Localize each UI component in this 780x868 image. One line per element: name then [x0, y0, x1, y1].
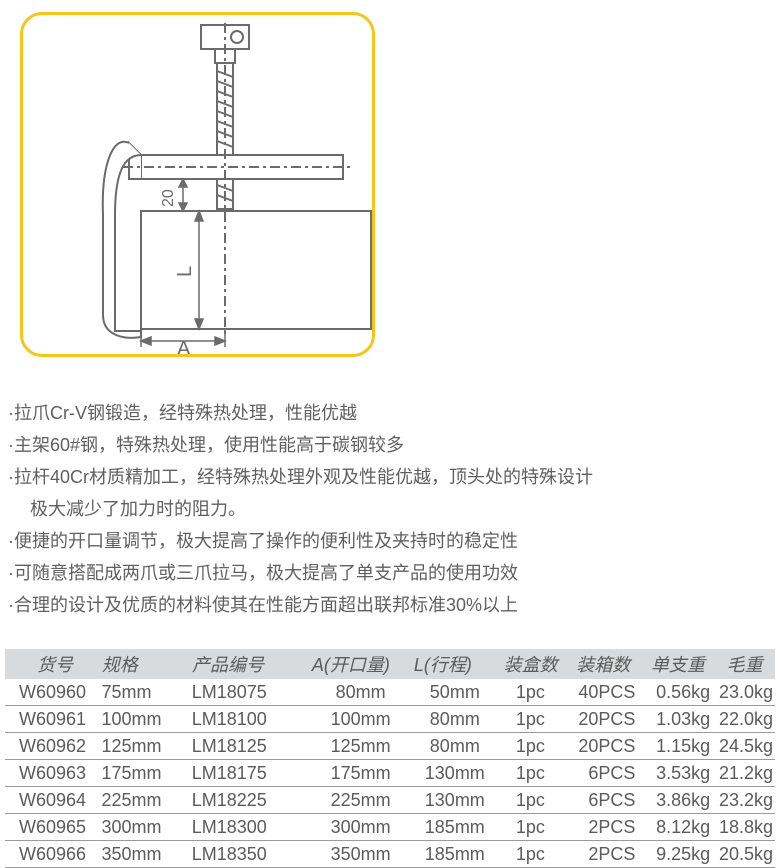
table-cell: 100mm [101, 709, 191, 730]
table-cell: 8.12kg [641, 817, 714, 838]
feature-line: ·主架60#钢，特殊热处理，使用性能高于碳钢较多 [8, 429, 780, 461]
table-cell: 9.25kg [641, 844, 714, 865]
dim-l-label: L [174, 266, 196, 277]
table-cell: W60960 [5, 682, 101, 703]
table-cell: LM18125 [192, 736, 308, 757]
feature-line: ·可随意搭配成两爪或三爪拉马，极大提高了单支产品的使用功效 [8, 557, 780, 589]
th-product-no: 产品编号 [192, 651, 308, 677]
table-cell: 23.0kg [714, 682, 775, 703]
th-spec: 规格 [102, 651, 192, 677]
table-cell: 6PCS [565, 763, 642, 784]
feature-line: 极大减少了加力时的阻力。 [8, 493, 780, 525]
table-cell: W60965 [5, 817, 101, 838]
table-cell: 300mm [308, 817, 414, 838]
table-cell: 80mm [414, 709, 496, 730]
feature-line: ·拉爪Cr-V钢锻造，经特殊热处理，性能优越 [8, 397, 780, 429]
th-gw: 毛重 [714, 651, 775, 677]
table-cell: 24.5kg [714, 736, 775, 757]
table-cell: 100mm [308, 709, 414, 730]
th-unitwt: 单支重 [642, 651, 715, 677]
table-cell: W60961 [5, 709, 101, 730]
table-cell: 300mm [101, 817, 191, 838]
table-row: W60965300mmLM18300300mm185mm1pc2PCS8.12k… [5, 814, 775, 841]
feature-list: ·拉爪Cr-V钢锻造，经特殊热处理，性能优越·主架60#钢，特殊热处理，使用性能… [8, 397, 780, 621]
th-boxqty: 装盒数 [496, 651, 565, 677]
table-cell: 1pc [496, 736, 565, 757]
table-cell: 175mm [308, 763, 414, 784]
th-ctnqty: 装箱数 [565, 651, 642, 677]
feature-line: ·便捷的开口量调节，极大提高了操作的便利性及夹持时的稳定性 [8, 525, 780, 557]
table-cell: 20PCS [565, 709, 642, 730]
feature-line: ·合理的设计及优质的材料使其在性能方面超出联邦标准30%以上 [8, 589, 780, 621]
dim-20-label: 20 [160, 189, 177, 207]
table-cell: 130mm [414, 763, 496, 784]
table-cell: 1pc [496, 682, 565, 703]
table-cell: W60962 [5, 736, 101, 757]
table-cell: 80mm [308, 682, 414, 703]
table-cell: 175mm [101, 763, 191, 784]
table-cell: 1pc [496, 790, 565, 811]
table-cell: 40PCS [565, 682, 642, 703]
table-cell: 0.56kg [641, 682, 714, 703]
table-cell: 6PCS [565, 790, 642, 811]
table-cell: 2PCS [565, 844, 642, 865]
dim-a-label: A [177, 338, 191, 357]
table-cell: 3.86kg [641, 790, 714, 811]
table-cell: 20.5kg [714, 844, 775, 865]
table-cell: LM18075 [192, 682, 308, 703]
table-cell: 20PCS [565, 736, 642, 757]
table-cell: LM18100 [192, 709, 308, 730]
table-cell: 225mm [101, 790, 191, 811]
feature-line: ·拉杆40Cr材质精加工，经特殊热处理外观及性能优越，顶头处的特殊设计 [8, 461, 780, 493]
table-cell: 225mm [308, 790, 414, 811]
table-cell: 350mm [308, 844, 414, 865]
puller-diagram: L 20 A [23, 15, 375, 357]
spec-table: 货号 规格 产品编号 A(开口量) L(行程) 装盒数 装箱数 单支重 毛重 W… [5, 649, 775, 868]
table-row: W60964225mmLM18225225mm130mm1pc6PCS3.86k… [5, 787, 775, 814]
table-cell: LM18350 [192, 844, 308, 865]
table-row: W60963175mmLM18175175mm130mm1pc6PCS3.53k… [5, 760, 775, 787]
table-cell: 22.0kg [714, 709, 775, 730]
table-cell: 1pc [496, 763, 565, 784]
table-cell: 125mm [101, 736, 191, 757]
table-cell: 80mm [414, 736, 496, 757]
table-cell: 125mm [308, 736, 414, 757]
table-cell: LM18175 [192, 763, 308, 784]
table-cell: 185mm [414, 817, 496, 838]
table-cell: 1pc [496, 709, 565, 730]
th-sku: 货号 [5, 651, 102, 677]
table-cell: 21.2kg [714, 763, 775, 784]
table-cell: W60966 [5, 844, 101, 865]
table-cell: LM18300 [192, 817, 308, 838]
table-cell: 1.03kg [641, 709, 714, 730]
table-cell: LM18225 [192, 790, 308, 811]
table-cell: 50mm [414, 682, 496, 703]
table-cell: W60963 [5, 763, 101, 784]
table-cell: 23.2kg [714, 790, 775, 811]
table-cell: 1pc [496, 817, 565, 838]
table-cell: 130mm [414, 790, 496, 811]
table-row: W60966350mmLM18350350mm185mm1pc2PCS9.25k… [5, 841, 775, 868]
table-cell: 3.53kg [641, 763, 714, 784]
table-header-row: 货号 规格 产品编号 A(开口量) L(行程) 装盒数 装箱数 单支重 毛重 [5, 649, 775, 679]
table-cell: 75mm [101, 682, 191, 703]
diagram-frame: L 20 A [20, 12, 375, 357]
table-cell: 1pc [496, 844, 565, 865]
table-cell: 2PCS [565, 817, 642, 838]
table-row: W60961100mmLM18100100mm80mm1pc20PCS1.03k… [5, 706, 775, 733]
th-a: A(开口量) [308, 651, 414, 677]
th-l: L(行程) [414, 651, 496, 677]
table-row: W60962125mmLM18125125mm80mm1pc20PCS1.15k… [5, 733, 775, 760]
table-cell: 1.15kg [641, 736, 714, 757]
table-cell: 350mm [101, 844, 191, 865]
table-cell: 18.8kg [714, 817, 775, 838]
table-row: W6096075mmLM1807580mm50mm1pc40PCS0.56kg2… [5, 679, 775, 706]
table-cell: W60964 [5, 790, 101, 811]
table-cell: 185mm [414, 844, 496, 865]
